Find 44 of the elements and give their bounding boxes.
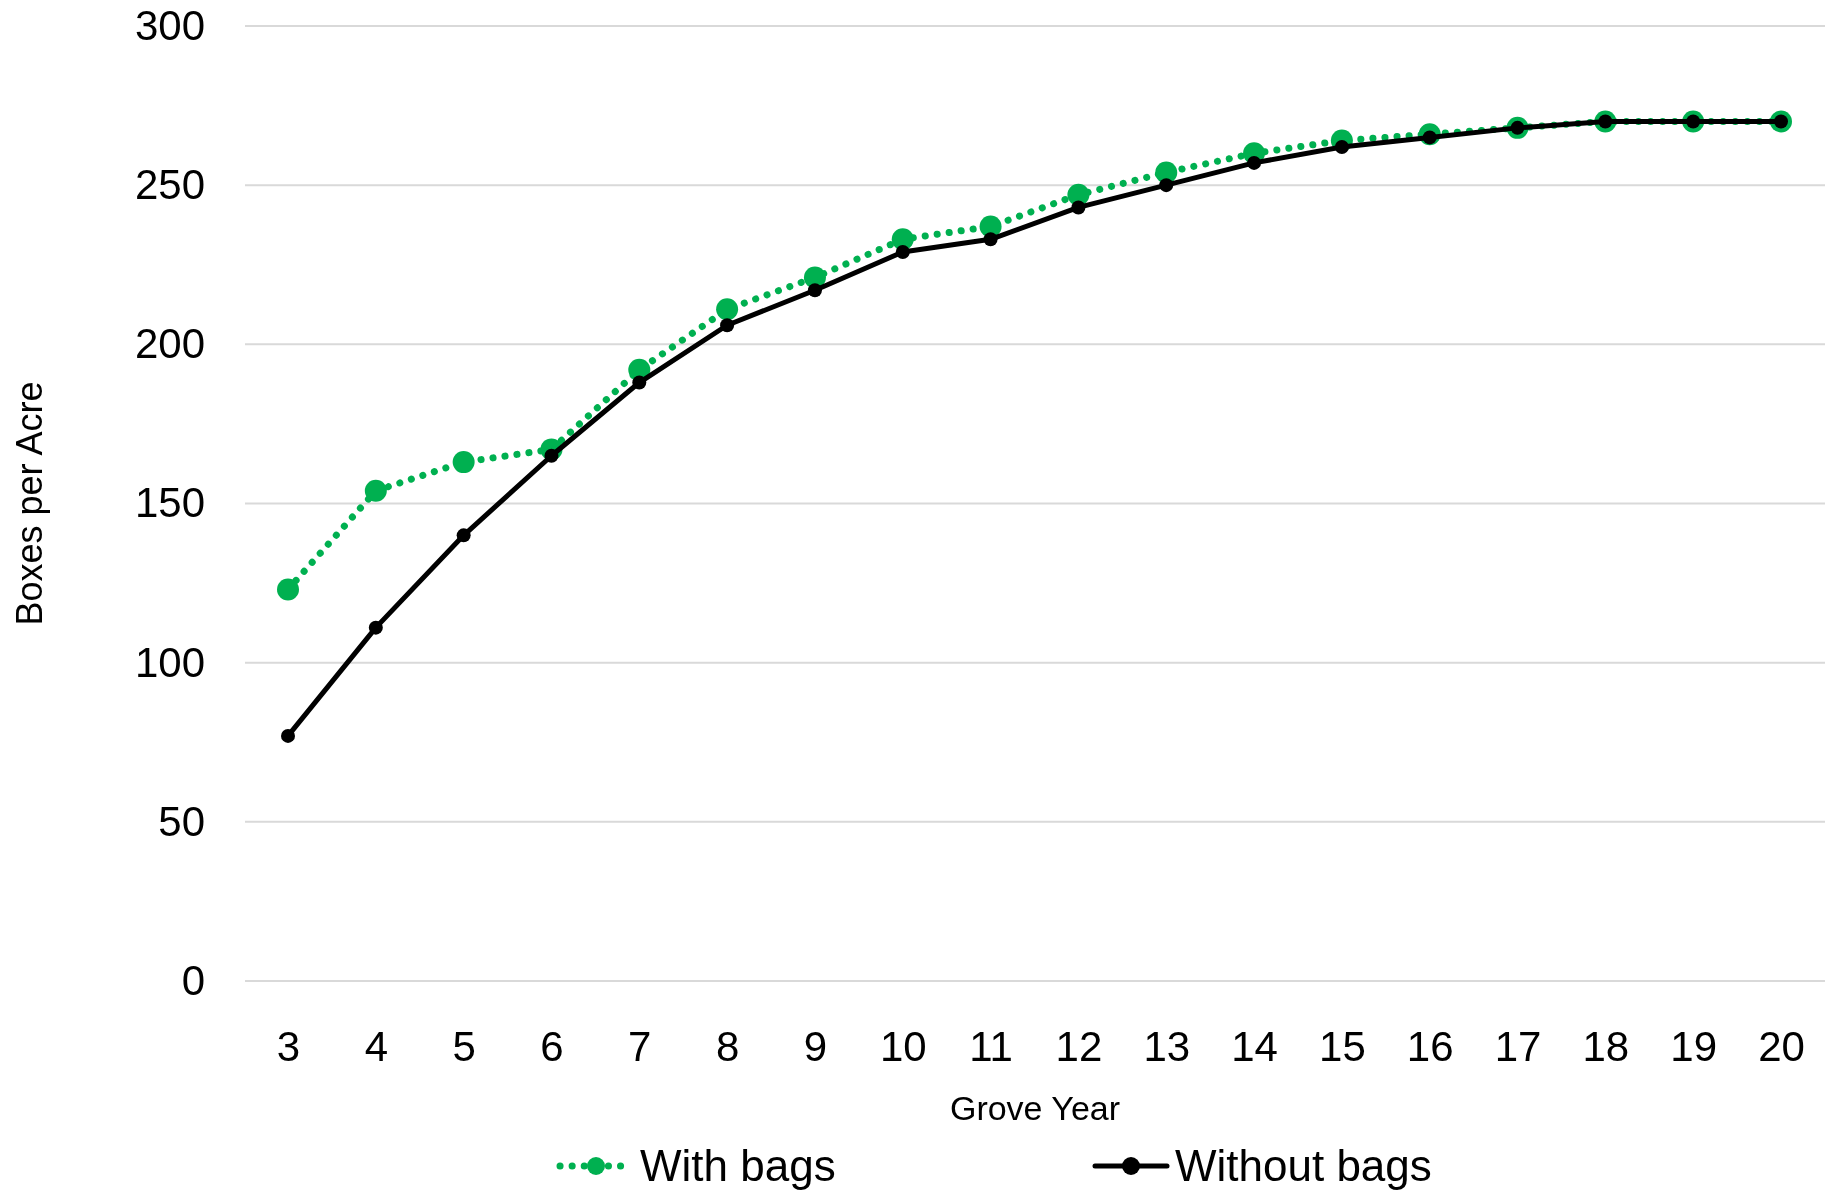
x-tick-label: 20 [1758, 1022, 1805, 1070]
y-tick-label: 200 [134, 320, 205, 368]
x-axis-title: Grove Year [949, 1089, 1121, 1127]
point [456, 528, 471, 543]
point [895, 245, 910, 260]
point [1247, 155, 1262, 170]
legend-label: With bags [640, 1141, 836, 1190]
x-tick-label: 12 [1055, 1022, 1103, 1070]
x-tick-label: 18 [1582, 1022, 1630, 1070]
x-tick-label: 17 [1494, 1022, 1542, 1070]
point [281, 728, 295, 743]
point [983, 232, 998, 247]
x-tick-label: 6 [540, 1022, 564, 1070]
x-tick-label: 3 [276, 1022, 301, 1070]
x-tick-label: 4 [364, 1022, 388, 1070]
point [364, 479, 387, 502]
x-tick-label: 13 [1143, 1022, 1191, 1070]
y-tick-label: 0 [181, 956, 205, 1004]
x-tick-label: 19 [1670, 1022, 1718, 1070]
point [1159, 178, 1174, 193]
x-tick-label: 11 [969, 1022, 1013, 1070]
y-tick-label: 300 [134, 1, 205, 49]
x-tick-label: 5 [452, 1022, 476, 1070]
y-tick-label: 250 [134, 161, 205, 209]
y-tick-label: 150 [134, 479, 205, 527]
point [716, 298, 739, 321]
point [368, 620, 383, 635]
x-tick-label: 7 [628, 1022, 652, 1070]
x-tick-label: 8 [715, 1022, 740, 1070]
point [277, 578, 299, 601]
y-tick-label: 100 [134, 638, 205, 686]
x-tick-label: 16 [1406, 1022, 1454, 1070]
point [1071, 200, 1086, 215]
point [720, 318, 735, 333]
point [632, 375, 647, 390]
point [452, 451, 475, 474]
point [807, 283, 822, 298]
legend-label: Without bags [1175, 1141, 1432, 1190]
y-axis-title: Boxes per Acre [9, 381, 50, 626]
x-tick-label: 10 [879, 1022, 927, 1070]
y-tick-label: 50 [158, 797, 205, 845]
x-tick-label: 9 [803, 1022, 828, 1070]
x-tick-label: 15 [1319, 1022, 1366, 1070]
x-tick-label: 14 [1231, 1022, 1278, 1070]
